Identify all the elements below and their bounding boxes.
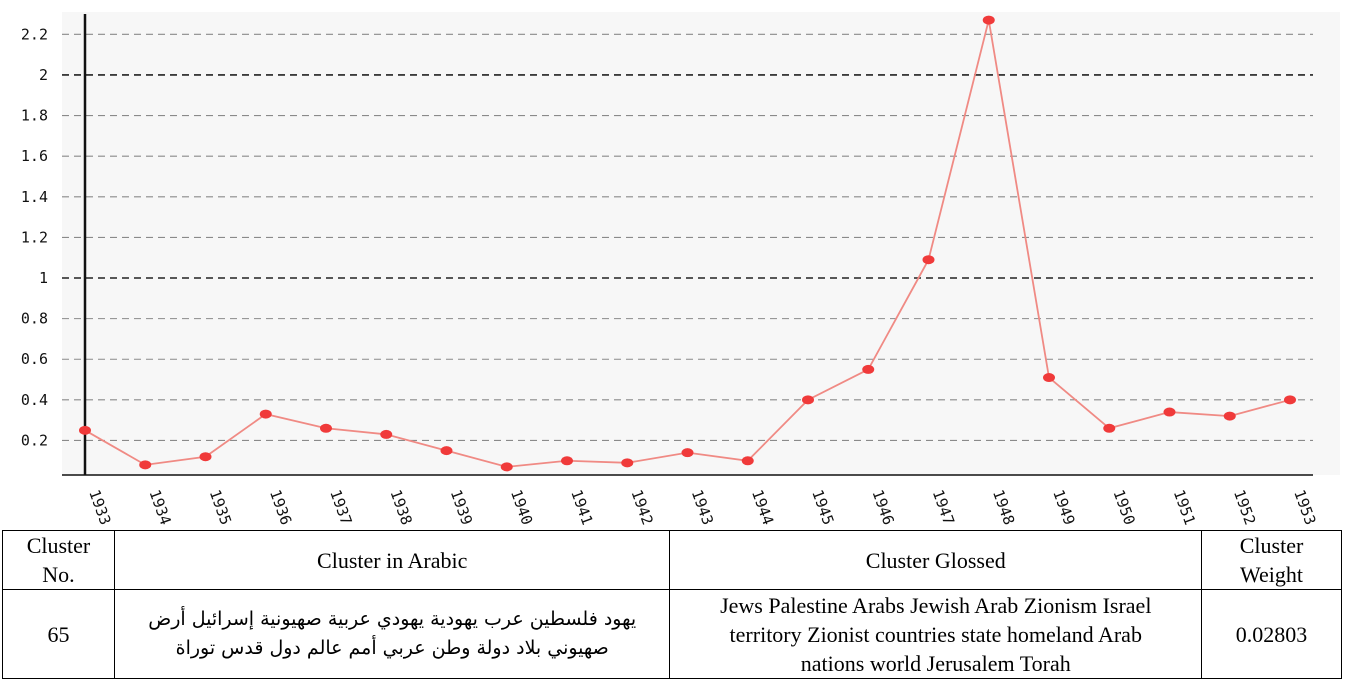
- y-tick-label: 0.8: [21, 310, 48, 328]
- header-cluster-no-line-1: Cluster: [26, 533, 91, 558]
- data-point: [320, 423, 332, 433]
- y-tick-label: 2: [39, 66, 48, 84]
- line-chart: 0.2 0.4 0.6 0.8 1 1.2 1.4 1.6 1.8 2 2.2 1933 1934 19…: [20, 12, 1340, 528]
- data-point: [862, 364, 875, 374]
- data-point: [1103, 423, 1116, 433]
- cell-cluster-arabic: يهود فلسطين عرب يهودية يهودي عربية صهيون…: [113, 589, 671, 679]
- x-tick-label: 1942: [627, 487, 656, 527]
- arabic-line-2: صهيوني بلاد دولة وطن عربي أمم عالم دول ق…: [175, 637, 609, 659]
- data-point: [1163, 407, 1176, 417]
- x-tick-label: 1940: [507, 487, 536, 527]
- x-tick-label: 1938: [386, 487, 415, 527]
- gloss-line-1: Jews Palestine Arabs Jewish Arab Zionism…: [720, 592, 1152, 618]
- data-point: [561, 456, 573, 466]
- y-tick-label: 1: [39, 269, 48, 287]
- x-tick-label: 1946: [868, 487, 897, 527]
- header-cluster-arabic: Cluster in Arabic: [113, 530, 671, 590]
- table-header-row: Cluster No. Cluster in Arabic Cluster Gl…: [2, 530, 1342, 590]
- data-point: [440, 446, 453, 456]
- data-point: [1284, 395, 1296, 405]
- x-tick-label: 1933: [85, 487, 114, 527]
- data-point: [199, 452, 212, 462]
- y-tick-label: 2.2: [21, 25, 48, 43]
- header-cluster-glossed: Cluster Glossed: [669, 530, 1203, 590]
- data-point: [681, 448, 694, 458]
- data-point: [79, 425, 91, 435]
- header-cluster-no-line-2: No.: [42, 562, 75, 587]
- x-tick-label: 1943: [688, 487, 717, 527]
- x-tick-label: 1936: [266, 487, 295, 527]
- x-tick-label: 1941: [567, 487, 596, 527]
- x-tick-label: 1950: [1109, 487, 1138, 527]
- arabic-line-1: يهود فلسطين عرب يهودية يهودي عربية صهيون…: [148, 608, 637, 630]
- x-tick-label: 1934: [145, 487, 174, 527]
- header-cluster-weight-line-2: Weight: [1240, 562, 1304, 587]
- data-point: [380, 429, 393, 439]
- x-axis-ticks: 1933 1934 1935 1936 1937 1938 1939 1940 1941 1942…: [85, 487, 1319, 527]
- plot-background: [62, 12, 1340, 475]
- x-tick-label: 1944: [748, 487, 777, 527]
- grid-lines: [62, 33, 1313, 442]
- x-tick-label: 1951: [1170, 487, 1199, 527]
- y-tick-label: 0.4: [21, 391, 48, 409]
- data-point: [1223, 411, 1236, 421]
- x-tick-label: 1947: [929, 487, 958, 527]
- data-point: [500, 462, 513, 472]
- header-cluster-weight-line-1: Cluster: [1239, 533, 1304, 558]
- table-row: 65 يهود فلسطين عرب يهودية يهودي عربية صه…: [2, 589, 1342, 679]
- header-cluster-no: Cluster No.: [2, 530, 115, 590]
- data-point: [922, 255, 935, 265]
- y-tick-label: 1.8: [21, 107, 48, 125]
- header-cluster-arabic-label: Cluster in Arabic: [317, 547, 468, 573]
- x-tick-label: 1949: [1049, 487, 1078, 527]
- header-cluster-glossed-label: Cluster Glossed: [865, 547, 1006, 573]
- x-tick-label: 1945: [808, 487, 837, 527]
- cell-cluster-glossed: Jews Palestine Arabs Jewish Arab Zionism…: [669, 589, 1203, 679]
- data-point: [139, 460, 152, 470]
- x-tick-label: 1937: [326, 487, 355, 527]
- chart-svg: 0.20.40.60.811.21.41.61.822.2 1933 1934 19…: [20, 12, 1340, 528]
- cell-cluster-number: 65: [2, 589, 115, 679]
- data-point: [741, 456, 754, 466]
- y-tick-label: 1.4: [21, 188, 48, 206]
- gloss-line-3: nations world Jerusalem Torah: [800, 650, 1071, 676]
- data-point: [259, 409, 272, 419]
- x-tick-label: 1952: [1230, 487, 1259, 527]
- gloss-line-2: territory Zionist countries state homela…: [729, 621, 1142, 647]
- x-tick-label: 1935: [206, 487, 235, 527]
- header-cluster-weight: Cluster Weight: [1201, 530, 1342, 590]
- data-point: [982, 15, 995, 25]
- y-axis-ticks: 0.2 0.4 0.6 0.8 1 1.2 1.4 1.6 1.8 2 2.2: [21, 25, 48, 449]
- x-tick-label: 1948: [989, 487, 1018, 527]
- series-line-group: [79, 15, 1296, 472]
- y-tick-label: 1.2: [21, 228, 48, 246]
- y-tick-label: 0.6: [21, 350, 48, 368]
- data-point: [1043, 373, 1055, 383]
- y-tick-label: 1.6: [21, 147, 48, 165]
- data-point: [621, 458, 634, 468]
- cluster-table: Cluster No. Cluster in Arabic Cluster Gl…: [2, 530, 1342, 679]
- x-tick-label: 1953: [1290, 487, 1319, 527]
- cell-cluster-weight: 0.02803: [1201, 589, 1342, 679]
- x-tick-label: 1939: [447, 487, 476, 527]
- data-point: [802, 395, 814, 405]
- y-tick-label: 0.2: [21, 431, 48, 449]
